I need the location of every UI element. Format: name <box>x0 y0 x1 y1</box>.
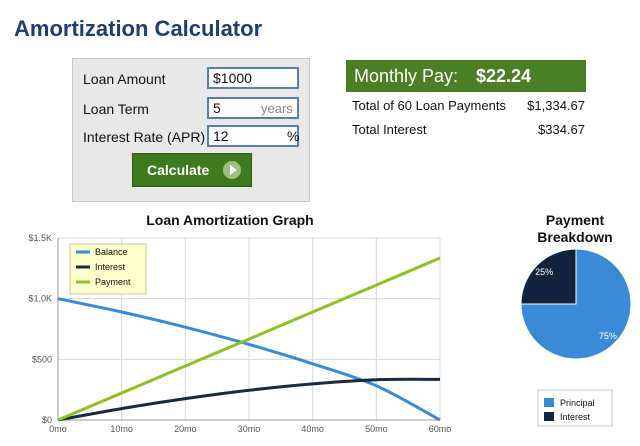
pie-slice-principal <box>520 248 632 360</box>
interest-rate-input[interactable] <box>207 125 299 147</box>
calculate-button-label: Calculate <box>147 162 210 178</box>
interest-rate-unit: % <box>287 128 300 144</box>
monthly-pay-label: Monthly Pay: <box>354 66 459 86</box>
legend-label-payment: Payment <box>95 277 131 287</box>
pie-legend-label-interest: Interest <box>560 412 591 422</box>
loan-amount-input[interactable] <box>207 67 299 89</box>
monthly-pay-value: $22.24 <box>476 66 532 86</box>
x-tick-label: 30mo <box>238 424 261 434</box>
loan-form: Loan Amount Loan Term years Interest Rat… <box>72 58 310 202</box>
pie-legend-swatch-principal <box>544 398 554 407</box>
series-line-balance <box>57 297 441 422</box>
chart-legend <box>69 243 147 295</box>
series-line-payment <box>57 256 441 422</box>
x-tick-label: 0mo <box>49 424 67 434</box>
pie-label-principal: 75% <box>599 331 617 341</box>
total-payments-value: $1,334.67 <box>527 98 585 113</box>
loan-term-input[interactable] <box>207 97 299 119</box>
total-payments-label: Total of 60 Loan Payments <box>352 98 506 113</box>
pie-slice-interest <box>520 248 577 305</box>
x-tick-label: 10mo <box>110 424 133 434</box>
calculate-button[interactable]: Calculate <box>132 153 252 187</box>
total-interest-label: Total Interest <box>352 122 427 137</box>
y-tick-label: $500 <box>32 354 52 364</box>
loan-term-unit: years <box>261 101 293 116</box>
legend-label-balance: Balance <box>95 247 128 257</box>
interest-rate-label: Interest Rate (APR) <box>83 129 206 145</box>
loan-amount-label: Loan Amount <box>83 71 166 87</box>
monthly-pay-banner: Monthly Pay: $22.24 <box>346 60 586 92</box>
y-tick-label: $1.0K <box>28 294 52 304</box>
pie-legend-swatch-interest <box>544 412 554 421</box>
series-line-interest <box>57 377 441 422</box>
x-tick-label: 60mo <box>429 424 452 434</box>
page-title: Amortization Calculator <box>14 16 263 41</box>
pie-legend <box>537 389 613 427</box>
amortization-graph-title: Loan Amortization Graph <box>146 212 314 228</box>
pie-label-interest: 25% <box>535 267 553 277</box>
loan-term-label: Loan Term <box>83 101 149 117</box>
x-tick-label: 50mo <box>365 424 388 434</box>
y-tick-label: $1.5K <box>28 233 52 243</box>
pie-legend-label-principal: Principal <box>560 398 595 408</box>
x-tick-label: 40mo <box>301 424 324 434</box>
y-tick-label: $0 <box>42 415 52 425</box>
total-interest-value: $334.67 <box>538 122 585 137</box>
arrow-right-icon <box>223 161 241 179</box>
x-tick-label: 20mo <box>174 424 197 434</box>
payment-breakdown-title: Payment Breakdown <box>537 212 613 245</box>
legend-label-interest: Interest <box>95 262 126 272</box>
